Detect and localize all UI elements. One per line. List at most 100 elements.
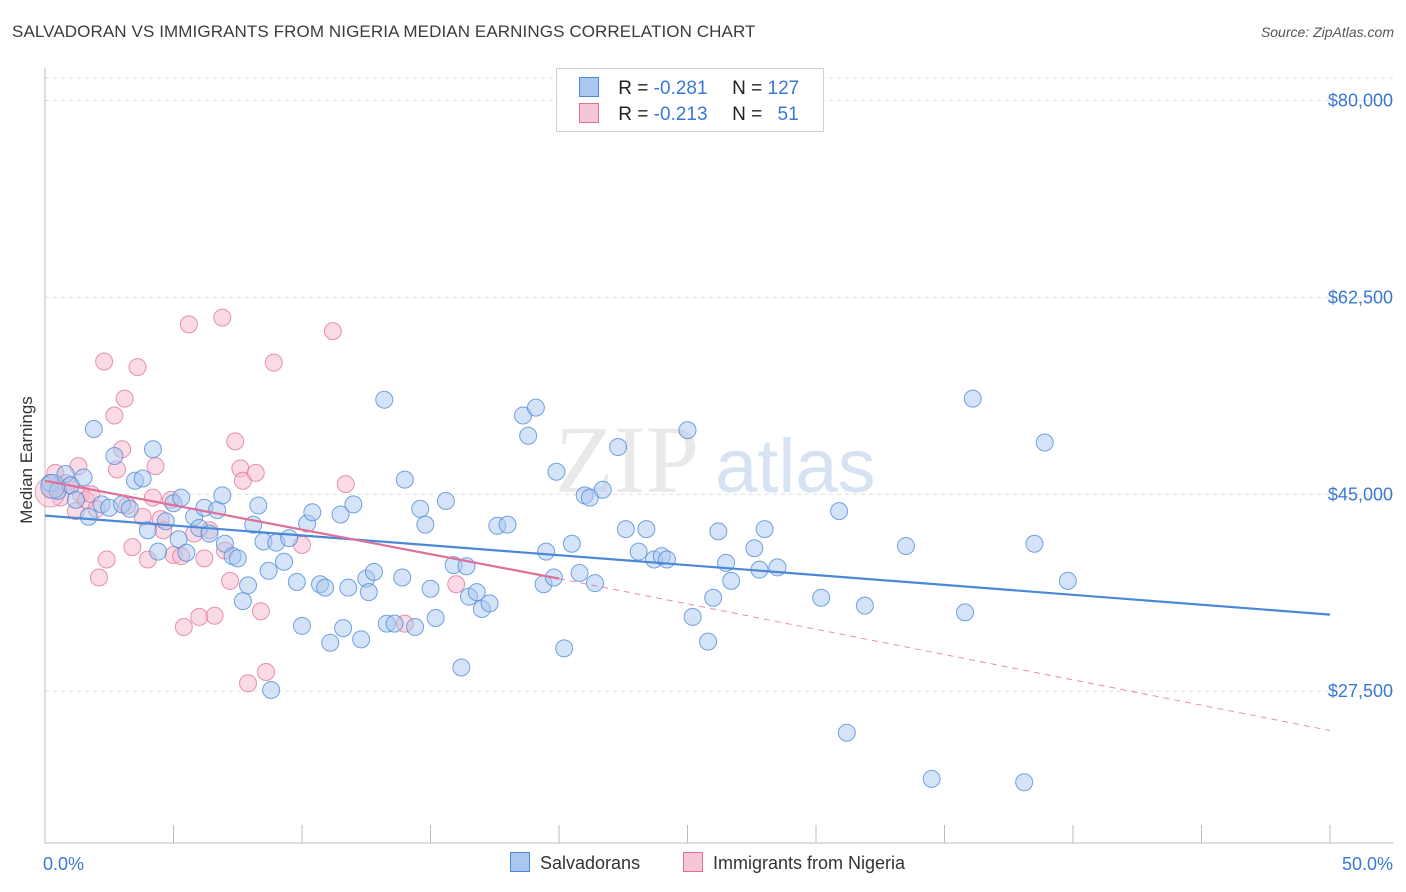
watermark-atlas: atlas bbox=[715, 424, 876, 509]
legend-row-nigeria: R = -0.213 N = 51 bbox=[579, 103, 799, 125]
y-tick-label: $27,500 bbox=[1328, 681, 1393, 701]
y-tick-label: $45,000 bbox=[1328, 484, 1393, 504]
nigeria-point bbox=[89, 568, 108, 587]
legend-r-label: R = bbox=[618, 104, 649, 125]
salvadoran-point bbox=[480, 594, 499, 613]
salvadoran-point bbox=[280, 529, 299, 548]
salvadoran-point bbox=[143, 440, 162, 459]
salvadoran-point bbox=[555, 639, 574, 658]
salvadoran-point bbox=[344, 495, 363, 514]
bottom-legend-nigeria: Immigrants from Nigeria bbox=[683, 852, 905, 874]
nigeria-point bbox=[336, 475, 355, 494]
salvadoran-point bbox=[177, 543, 196, 562]
salvadoran-point bbox=[213, 486, 232, 505]
salvadoran-point bbox=[233, 592, 252, 611]
y-axis-title: Median Earnings bbox=[17, 396, 36, 524]
nigeria-point bbox=[128, 358, 147, 377]
nigeria-point bbox=[213, 308, 232, 327]
salvadoran-point bbox=[704, 588, 723, 607]
trend-lines bbox=[44, 479, 1331, 731]
salvadoran-point bbox=[616, 520, 635, 539]
salvadoran-point bbox=[393, 568, 412, 587]
salvadoran-point bbox=[519, 426, 538, 445]
salvadoran-point bbox=[745, 539, 764, 558]
nigeria-point bbox=[143, 488, 162, 507]
legend-swatch-blue bbox=[579, 77, 599, 97]
salvadoran-point bbox=[406, 618, 425, 636]
bottom-legend-salvadoran: Salvadorans bbox=[510, 852, 640, 874]
nigeria-point bbox=[257, 663, 276, 681]
salvadoran-point bbox=[609, 438, 628, 456]
source-label: Source: ZipAtlas.com bbox=[1260, 24, 1394, 40]
salvadoran-point bbox=[375, 390, 394, 409]
salvadoran-point bbox=[421, 579, 440, 598]
nigeria-point bbox=[97, 550, 116, 569]
nigeria-point bbox=[226, 432, 245, 451]
salvadoran-point bbox=[1025, 534, 1044, 553]
salvadoran-trend-line bbox=[44, 514, 1331, 616]
salvadoran-point bbox=[303, 503, 322, 522]
salvadoran-point bbox=[812, 588, 831, 607]
salvadoran-points bbox=[40, 389, 1077, 792]
salvadoran-point bbox=[331, 505, 350, 524]
axes bbox=[44, 68, 1393, 844]
legend-r-label: R = bbox=[618, 78, 649, 99]
nigeria-point bbox=[174, 618, 193, 636]
nigeria-point bbox=[264, 353, 283, 372]
nigeria-point bbox=[95, 352, 114, 371]
salvadoran-point bbox=[84, 420, 103, 438]
legend-swatch-pink bbox=[579, 103, 599, 123]
salvadoran-point bbox=[169, 530, 188, 549]
salvadoran-point bbox=[149, 542, 168, 561]
salvadoran-point bbox=[526, 398, 545, 417]
salvadoran-point bbox=[138, 521, 157, 540]
salvadoran-point bbox=[228, 549, 247, 568]
nigeria-point bbox=[205, 606, 224, 625]
salvadoran-point bbox=[74, 468, 93, 487]
salvadoran-point bbox=[262, 681, 281, 699]
salvadoran-point bbox=[352, 630, 371, 649]
salvadoran-point bbox=[629, 542, 648, 561]
nigeria-point bbox=[239, 674, 258, 693]
watermark: ZIP atlas bbox=[555, 406, 876, 513]
salvadoran-point bbox=[436, 492, 455, 510]
salvadoran-point bbox=[837, 723, 856, 742]
salvadoran-point bbox=[1015, 773, 1034, 792]
stats-legend: R = -0.281 N = 127 R = -0.213 N = 51 bbox=[556, 68, 824, 132]
salvadoran-point bbox=[1058, 571, 1077, 590]
salvadoran-point bbox=[416, 515, 435, 534]
bottom-legend-swatch-blue bbox=[510, 852, 530, 872]
salvadoran-point bbox=[547, 462, 566, 481]
salvadoran-point bbox=[963, 389, 982, 408]
nigeria-point bbox=[251, 602, 270, 621]
salvadoran-point bbox=[66, 490, 85, 509]
y-tick-labels: $80,000 $62,500 $45,000 $27,500 bbox=[1328, 91, 1393, 702]
bottom-legend-swatch-pink bbox=[683, 852, 703, 872]
salvadoran-point bbox=[426, 609, 445, 627]
x-tick-label-min: 0.0% bbox=[43, 854, 84, 874]
x-tick-label-max: 50.0% bbox=[1342, 854, 1393, 874]
salvadoran-point bbox=[755, 520, 774, 539]
salvadoran-point-cluster bbox=[40, 473, 66, 499]
salvadoran-point bbox=[120, 499, 139, 518]
legend-row-salvadoran: R = -0.281 N = 127 bbox=[579, 77, 799, 99]
nigeria-point bbox=[221, 571, 240, 590]
legend-n-label: N = bbox=[732, 104, 763, 125]
salvadoran-point bbox=[452, 658, 471, 677]
nigeria-trend-extension bbox=[558, 578, 1331, 731]
salvadoran-point bbox=[637, 520, 656, 539]
legend-r-value-salvadoran: -0.281 bbox=[653, 78, 708, 99]
salvadoran-point bbox=[249, 496, 268, 515]
nigeria-point bbox=[179, 315, 198, 334]
salvadoran-point bbox=[896, 537, 915, 555]
salvadoran-point bbox=[172, 488, 191, 507]
salvadoran-point bbox=[287, 573, 306, 591]
nigeria-point bbox=[105, 406, 124, 425]
salvadoran-point bbox=[321, 633, 340, 652]
salvadoran-point bbox=[657, 550, 676, 569]
salvadoran-point bbox=[593, 480, 612, 499]
nigeria-trend-line bbox=[44, 479, 560, 580]
salvadoran-point bbox=[570, 564, 589, 582]
salvadoran-point bbox=[293, 616, 311, 635]
